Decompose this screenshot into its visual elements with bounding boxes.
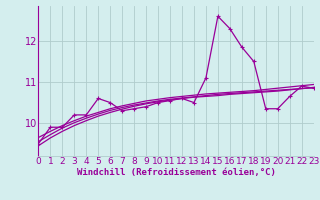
X-axis label: Windchill (Refroidissement éolien,°C): Windchill (Refroidissement éolien,°C) (76, 168, 276, 177)
